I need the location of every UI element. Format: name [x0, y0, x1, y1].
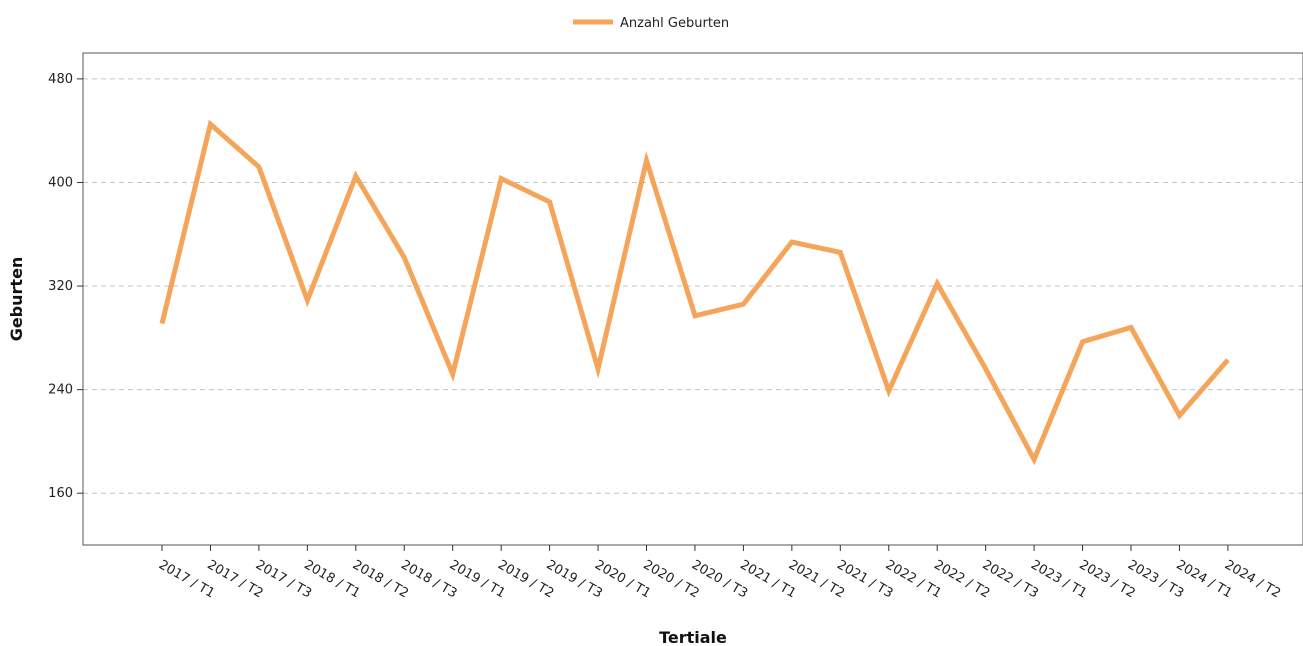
legend: Anzahl Geburten [573, 16, 729, 31]
x-axis-title: Tertiale [659, 628, 727, 646]
y-tick-label: 160 [48, 486, 73, 501]
gridlines [83, 78, 1303, 494]
y-tick-label: 240 [48, 383, 73, 398]
y-tick-label: 480 [48, 72, 73, 87]
legend-label: Anzahl Geburten [620, 16, 729, 31]
plot-frame [82, 52, 1303, 546]
y-axis-title: Geburten [7, 257, 26, 342]
y-tick-label: 400 [48, 175, 73, 190]
y-tick-label: 320 [48, 279, 73, 294]
y-axis: 160 240 320 400 480 [48, 72, 83, 501]
series-layer [159, 119, 1230, 466]
x-tick-label: 2024 / T2 [1222, 557, 1283, 601]
series-line [159, 119, 1230, 466]
